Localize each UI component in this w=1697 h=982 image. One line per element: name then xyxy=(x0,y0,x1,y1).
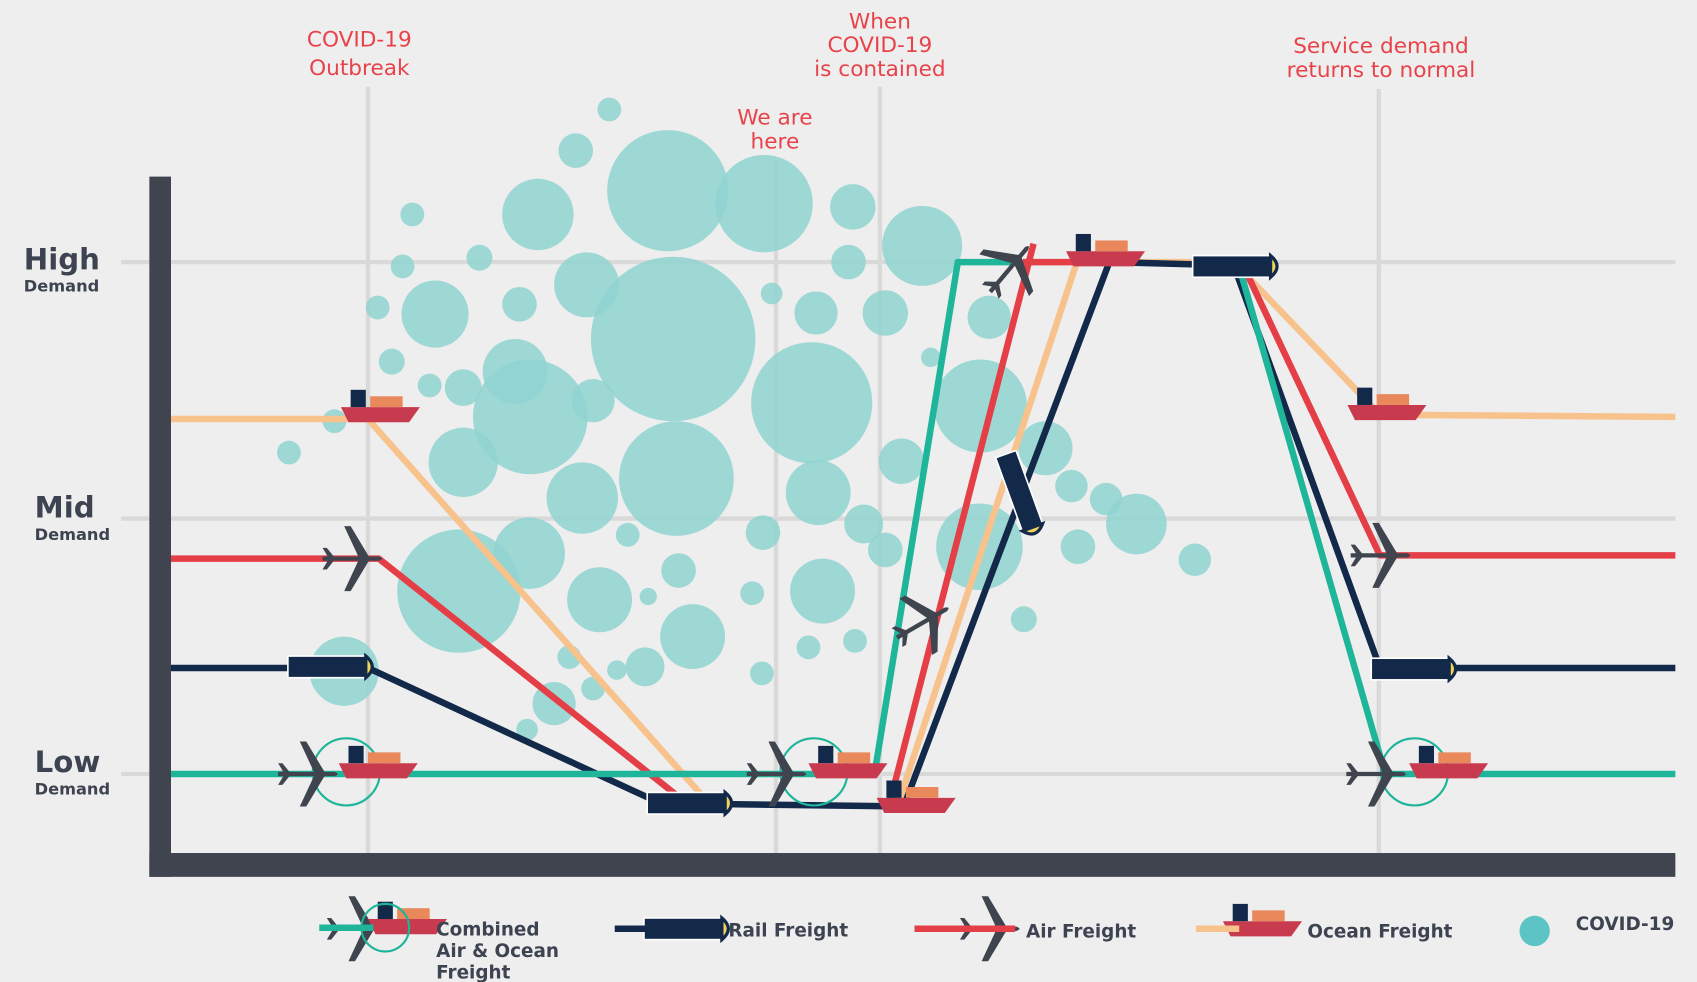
covid-bubble xyxy=(1090,483,1122,515)
covid-bubble xyxy=(558,133,593,168)
demand-level: Mid xyxy=(35,491,95,525)
covid-bubble xyxy=(794,291,837,334)
covid-bubble xyxy=(660,604,725,669)
ship-hull xyxy=(1347,405,1426,420)
legend-label: COVID-19 xyxy=(1576,914,1674,935)
demand-level: Low xyxy=(35,745,101,779)
covid-bubble xyxy=(863,290,908,335)
train-icon xyxy=(647,792,731,814)
covid-bubble xyxy=(1061,529,1096,564)
covid-bubble xyxy=(445,369,482,406)
ship-cabin xyxy=(1357,388,1372,405)
ship-cargo xyxy=(1377,394,1409,405)
covid-bubble xyxy=(616,523,640,547)
ship-cargo xyxy=(838,752,870,763)
legend-label: Rail Freight xyxy=(728,920,848,941)
covid-bubble xyxy=(843,629,867,653)
ship-cabin xyxy=(1419,746,1434,763)
ship-cargo xyxy=(1095,240,1127,251)
covid-bubble xyxy=(391,255,415,279)
train-body xyxy=(1371,658,1449,680)
covid-bubble xyxy=(418,374,442,398)
covid-bubble xyxy=(921,348,940,367)
covid-bubble xyxy=(1055,470,1087,502)
ship-hull xyxy=(341,407,420,422)
covid-bubble xyxy=(400,203,424,227)
ship-hull xyxy=(1066,251,1145,266)
covid-bubble xyxy=(715,155,812,252)
covid-bubble xyxy=(740,581,764,605)
covid-bubble xyxy=(831,245,866,280)
covid-bubble xyxy=(483,339,548,404)
x-axis xyxy=(149,853,1675,877)
demand-label: Demand xyxy=(35,525,110,544)
covid-bubble xyxy=(567,567,632,632)
covid-bubble xyxy=(502,179,573,250)
covid-bubble xyxy=(830,184,875,229)
ship-cargo xyxy=(368,752,400,763)
covid-bubble xyxy=(554,252,619,317)
train-body xyxy=(288,656,366,678)
covid-bubble xyxy=(786,460,851,525)
train-icon xyxy=(288,656,372,678)
covid-bubble xyxy=(790,559,855,624)
covid-bubble xyxy=(751,342,872,463)
demand-level: High xyxy=(24,243,100,277)
covid-bubble xyxy=(366,296,390,320)
legend-icon xyxy=(1520,916,1550,946)
ship-cargo xyxy=(1252,910,1284,921)
covid-bubble xyxy=(429,428,498,497)
covid-bubble xyxy=(626,647,665,686)
covid-bubble xyxy=(1179,543,1211,575)
ship-cargo xyxy=(1438,752,1470,763)
demand-label: Demand xyxy=(35,780,110,799)
covid-bubble xyxy=(968,296,1011,339)
legend-label: Air Freight xyxy=(1026,921,1136,942)
ship-hull xyxy=(339,763,418,778)
demand-label: Demand xyxy=(24,276,99,295)
ship-cabin xyxy=(1076,234,1091,251)
covid-bubble xyxy=(750,661,774,685)
covid-bubble xyxy=(277,441,301,465)
ship-cabin xyxy=(348,746,363,763)
covid-bubble xyxy=(619,421,734,536)
covid-bubble xyxy=(661,553,696,588)
covid-bubble xyxy=(607,130,728,251)
train-icon xyxy=(1193,256,1277,278)
y-axis xyxy=(149,177,171,877)
covid-bubble xyxy=(547,462,618,533)
covid-bubble xyxy=(1011,606,1037,632)
covid-bubble xyxy=(797,635,821,659)
ship-cargo xyxy=(370,396,402,407)
ship-hull xyxy=(1409,763,1488,778)
covid-bubble xyxy=(402,280,469,347)
ship-cabin xyxy=(1233,904,1248,921)
covid-bubble xyxy=(879,439,924,484)
covid-bubble xyxy=(761,283,783,305)
ship-cabin xyxy=(818,746,833,763)
ship-cabin xyxy=(886,781,901,798)
covid-bubble xyxy=(597,98,621,122)
covid-bubble xyxy=(868,533,903,568)
train-icon xyxy=(1371,658,1455,680)
ship-hull xyxy=(808,763,887,778)
annotation: Service demandreturns to normal xyxy=(1287,34,1476,83)
covid-bubble xyxy=(571,379,614,422)
covid-bubble xyxy=(640,588,657,605)
ship-hull xyxy=(877,798,956,813)
covid-bubble xyxy=(607,660,626,679)
covid-bubble xyxy=(882,206,962,286)
legend-label: Ocean Freight xyxy=(1307,921,1452,942)
covid-bubble xyxy=(466,245,492,271)
train-body xyxy=(1193,256,1271,278)
covid-bubble xyxy=(379,349,405,375)
ship-cargo xyxy=(906,787,938,798)
ship-cabin xyxy=(351,390,366,407)
infographic: COVID-19Outbreak We arehere WhenCOVID-19… xyxy=(0,0,1697,982)
train-body xyxy=(647,792,725,814)
covid-bubble xyxy=(746,515,781,550)
covid-bubble xyxy=(502,287,537,322)
covid-bubble xyxy=(494,518,565,589)
